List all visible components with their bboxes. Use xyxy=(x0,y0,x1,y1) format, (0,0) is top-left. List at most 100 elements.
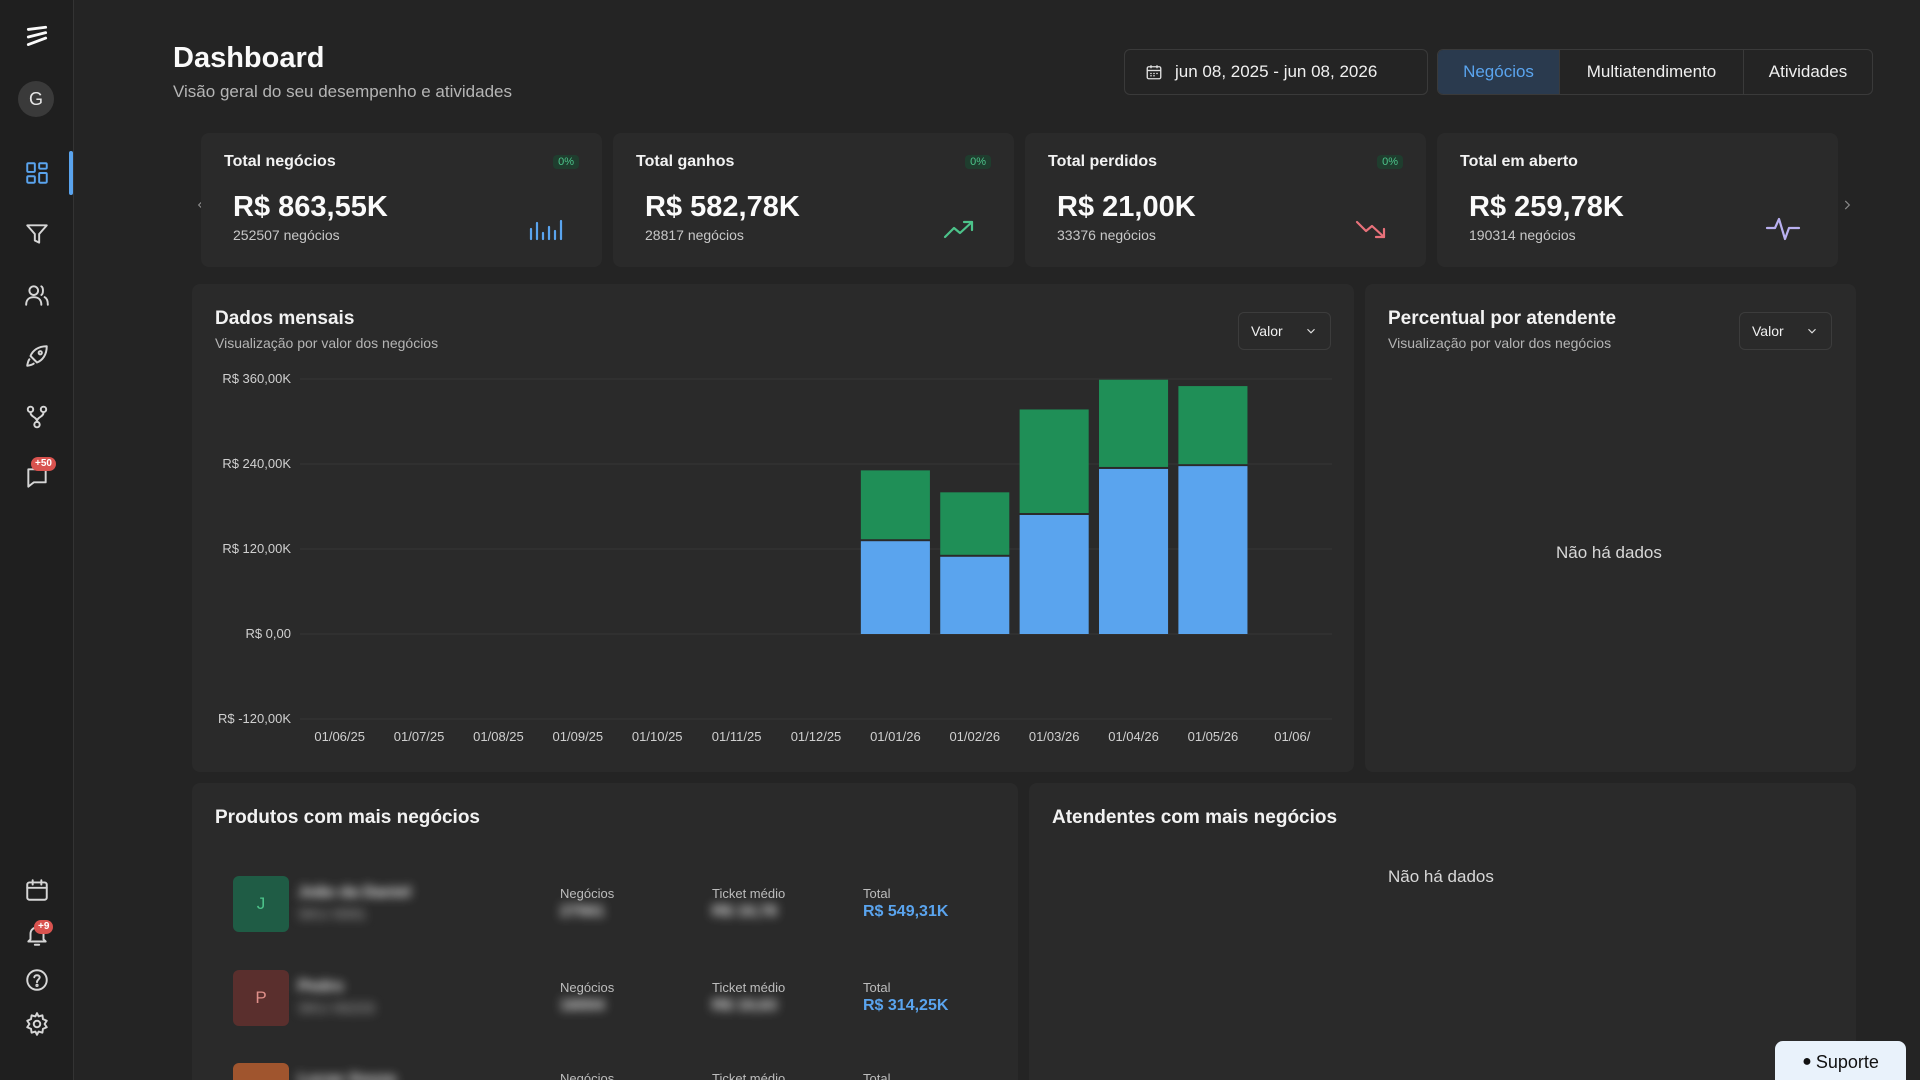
sidebar-active-indicator xyxy=(69,151,73,195)
list-item[interactable]: P Pedro SKU 00233 Negócios 16004 Ticket … xyxy=(233,970,1003,1030)
kpi-count: 252507 negócios xyxy=(233,227,340,243)
y-tick-label: R$ 240,00K xyxy=(222,456,291,471)
per-agent-metric-value: Valor xyxy=(1752,323,1784,339)
chat-bubble-icon: ● xyxy=(1802,1053,1812,1070)
top-products-title: Produtos com mais negócios xyxy=(215,807,480,828)
bar-segment-2[interactable] xyxy=(1019,409,1089,513)
kpi-percent-badge: 0% xyxy=(1377,155,1403,169)
monthly-data-panel: Dados mensais Visualização por valor dos… xyxy=(192,284,1354,772)
kpi-card-total-ganhos: Total ganhos 0% R$ 582,78K 28817 negócio… xyxy=(613,133,1014,267)
trending-down-icon xyxy=(1351,213,1391,243)
tab-negocios[interactable]: Negócios xyxy=(1438,50,1560,94)
sidebar-item-notifications[interactable] xyxy=(0,913,74,957)
sidebar-item-contacts[interactable] xyxy=(0,273,74,317)
monthly-metric-value: Valor xyxy=(1251,323,1283,339)
page-title: Dashboard xyxy=(173,42,325,74)
top-agents-title: Atendentes com mais negócios xyxy=(1052,807,1338,828)
kpi-value: R$ 863,55K xyxy=(233,191,388,223)
top-agents-panel: Atendentes com mais negócios Não há dado… xyxy=(1029,783,1856,1080)
x-tick-label: 01/05/26 xyxy=(1188,729,1239,744)
kpi-value: R$ 21,00K xyxy=(1057,191,1196,223)
monthly-metric-select[interactable]: Valor xyxy=(1238,312,1331,350)
sidebar: G +50 +9 xyxy=(0,0,74,1080)
sidebar-item-campaigns[interactable] xyxy=(0,334,74,378)
kpi-count: 33376 negócios xyxy=(1057,227,1156,243)
help-icon xyxy=(26,969,48,991)
bar-segment-1[interactable] xyxy=(1099,468,1169,634)
kpi-card-total-perdidos: Total perdidos 0% R$ 21,00K 33376 negóci… xyxy=(1025,133,1426,267)
x-tick-label: 01/03/26 xyxy=(1029,729,1080,744)
date-range-picker[interactable]: jun 08, 2025 - jun 08, 2026 xyxy=(1124,49,1428,95)
y-tick-label: R$ 360,00K xyxy=(222,371,291,386)
sidebar-item-funnel[interactable] xyxy=(0,212,74,256)
sidebar-item-settings[interactable] xyxy=(0,1002,74,1046)
per-agent-metric-select[interactable]: Valor xyxy=(1739,312,1832,350)
sidebar-item-integrations[interactable] xyxy=(0,395,74,439)
bar-segment-2[interactable] xyxy=(860,470,930,540)
kpi-title: Total em aberto xyxy=(1460,153,1578,170)
branch-icon xyxy=(26,405,48,429)
date-range-label: jun 08, 2025 - jun 08, 2026 xyxy=(1175,62,1378,81)
x-tick-label: 01/08/25 xyxy=(473,729,524,744)
calendar-icon xyxy=(1146,65,1162,80)
support-button[interactable]: ● Suporte xyxy=(1775,1041,1906,1080)
notifications-badge: +9 xyxy=(34,920,54,934)
kpi-count: 28817 negócios xyxy=(645,227,744,243)
kpi-card-total-negocios: Total negócios 0% R$ 863,55K 252507 negó… xyxy=(201,133,602,267)
chat-badge: +50 xyxy=(31,457,56,471)
product-name: Lucas Souza xyxy=(298,1071,396,1080)
y-tick-label: R$ 0,00 xyxy=(245,626,291,641)
kpi-card-total-em-aberto: Total em aberto R$ 259,78K 190314 negóci… xyxy=(1437,133,1838,267)
activity-icon xyxy=(1763,213,1803,243)
bar-segment-2[interactable] xyxy=(1099,379,1169,467)
kpi-title: Total perdidos xyxy=(1048,153,1158,170)
kpi-value: R$ 582,78K xyxy=(645,191,800,223)
bar-segment-1[interactable] xyxy=(1178,466,1248,634)
x-tick-label: 01/01/26 xyxy=(870,729,921,744)
product-name: João da Daniel xyxy=(298,884,411,901)
sidebar-item-dashboard[interactable] xyxy=(0,151,74,195)
view-tabs: Negócios Multiatendimento Atividades xyxy=(1437,49,1873,95)
deals-value: 16004 xyxy=(560,997,605,1014)
kpi-count: 190314 negócios xyxy=(1469,227,1576,243)
product-name: Pedro xyxy=(298,978,344,995)
kpi-percent-badge: 0% xyxy=(553,155,579,169)
filter-funnel-icon xyxy=(26,224,48,244)
app-logo[interactable] xyxy=(0,15,74,59)
x-tick-label: 01/04/26 xyxy=(1108,729,1159,744)
bar-chart-icon xyxy=(527,213,567,243)
per-agent-panel: Percentual por atendente Visualização po… xyxy=(1365,284,1856,772)
page-subtitle: Visão geral do seu desempenho e atividad… xyxy=(173,82,512,101)
sidebar-item-help[interactable] xyxy=(0,958,74,1002)
bar-segment-1[interactable] xyxy=(860,541,930,634)
x-tick-label: 01/06/25 xyxy=(314,729,365,744)
list-item[interactable]: L Lucas Souza Negócios Ticket médio Tota… xyxy=(233,1063,1003,1080)
tab-atividades[interactable]: Atividades xyxy=(1768,62,1848,81)
total-value: R$ 549,31K xyxy=(863,903,949,920)
rocket-icon xyxy=(26,345,48,367)
ticket-value: R$ 19,63 xyxy=(712,997,777,1014)
sidebar-item-calendar[interactable] xyxy=(0,868,74,912)
tab-multiatendimento[interactable]: Multiatendimento xyxy=(1560,50,1744,94)
carousel-next-button[interactable] xyxy=(1837,190,1857,220)
kpi-percent-badge: 0% xyxy=(965,155,991,169)
ticket-label: Ticket médio xyxy=(712,1071,786,1080)
product-avatar: L xyxy=(233,1063,289,1080)
list-item[interactable]: J João da Daniel SKU 0091 Negócios 27561… xyxy=(233,876,1003,936)
ticket-label: Ticket médio xyxy=(712,886,786,901)
product-sku: SKU 00233 xyxy=(298,1000,375,1017)
bar-segment-2[interactable] xyxy=(1178,386,1248,465)
top-agents-empty-state: Não há dados xyxy=(1388,867,1494,886)
avatar[interactable]: G xyxy=(18,81,54,117)
ticket-label: Ticket médio xyxy=(712,980,786,995)
bar-segment-2[interactable] xyxy=(940,492,1010,555)
bar-segment-1[interactable] xyxy=(1019,515,1089,634)
bar-segment-1[interactable] xyxy=(940,556,1010,634)
total-label: Total xyxy=(863,886,891,901)
kpi-value: R$ 259,78K xyxy=(1469,191,1624,223)
per-agent-empty-state: Não há dados xyxy=(1556,543,1662,562)
monthly-bar-chart: R$ 360,00K R$ 240,00K R$ 120,00K R$ 0,00 R$ … xyxy=(218,371,1332,744)
monthly-subtitle: Visualização por valor dos negócios xyxy=(215,335,439,351)
per-agent-title: Percentual por atendente xyxy=(1388,308,1617,329)
total-label: Total xyxy=(863,980,891,995)
